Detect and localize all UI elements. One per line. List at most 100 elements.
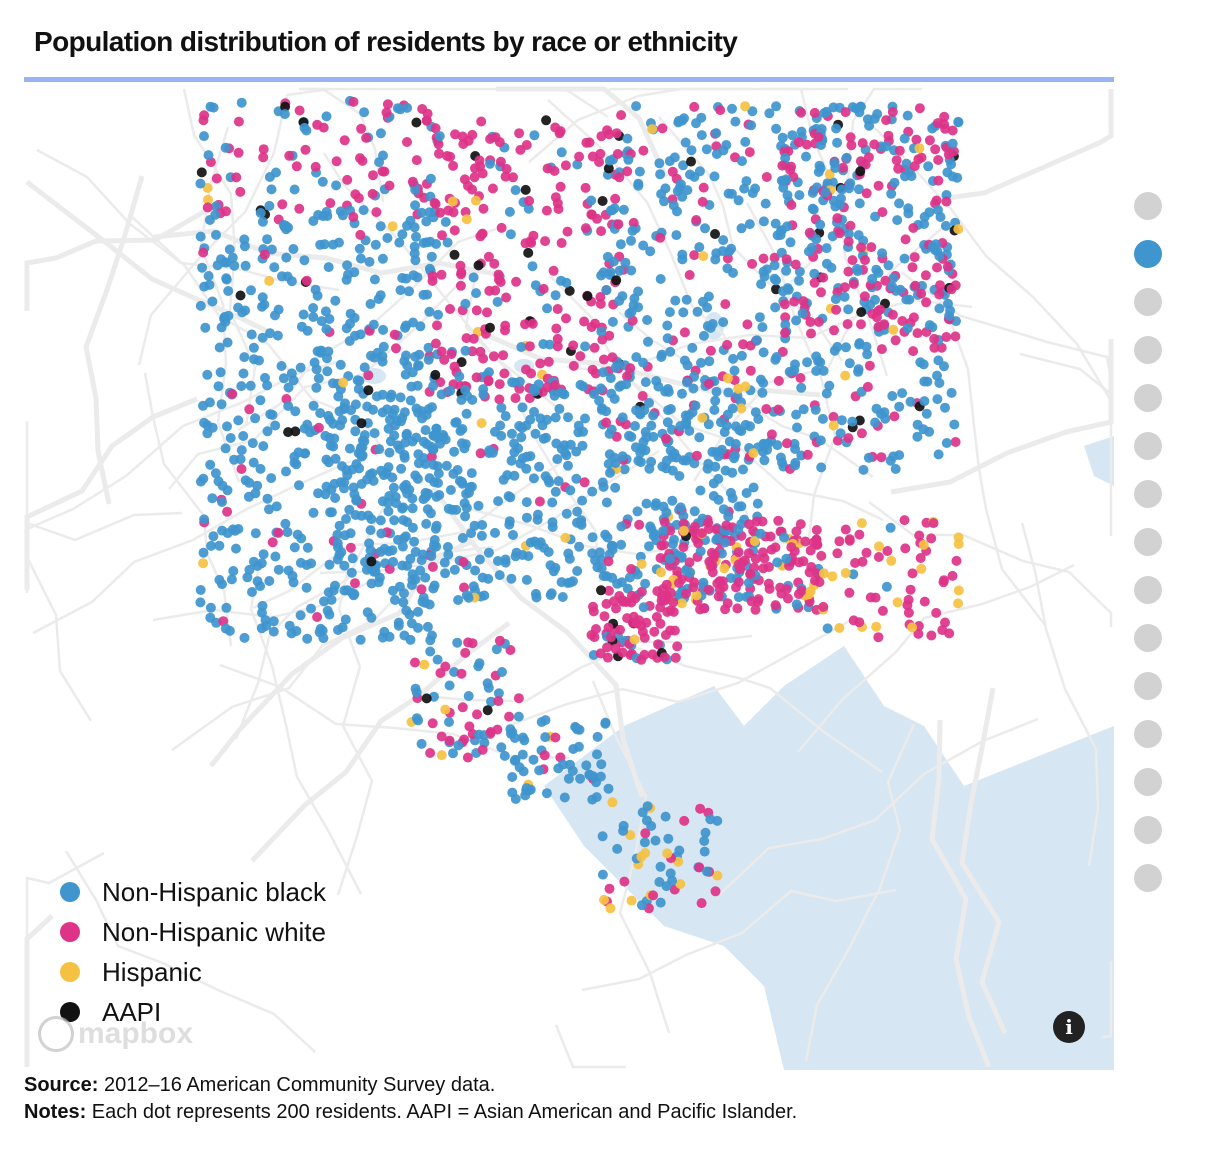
dot-black <box>818 365 829 376</box>
step-dot-6[interactable] <box>1134 432 1162 460</box>
dot-black <box>477 520 488 530</box>
dot-black <box>718 504 729 515</box>
dot-density-map[interactable] <box>24 86 1114 1070</box>
dot-white <box>602 642 613 653</box>
dot-white <box>534 496 545 507</box>
step-dot-12[interactable] <box>1134 720 1162 748</box>
dot-white <box>526 368 537 379</box>
dot-hispanic <box>338 377 349 388</box>
dot-white <box>568 340 579 351</box>
dot-black <box>772 440 783 451</box>
dot-hispanic <box>447 196 458 207</box>
step-dot-10[interactable] <box>1134 624 1162 652</box>
dot-black <box>262 493 273 504</box>
dot-black <box>729 365 740 376</box>
dot-white <box>611 128 622 139</box>
dot-white <box>672 566 683 577</box>
step-dot-4[interactable] <box>1134 336 1162 364</box>
dot-black <box>894 198 905 209</box>
dot-aapi <box>430 369 441 380</box>
dot-white <box>876 344 887 355</box>
step-dot-1[interactable] <box>1134 192 1162 220</box>
dot-black <box>634 408 645 419</box>
dot-black <box>289 184 300 195</box>
road <box>797 563 1075 753</box>
dot-white <box>848 279 859 289</box>
road <box>528 87 848 163</box>
dot-black <box>252 480 263 491</box>
dot-black <box>290 406 301 417</box>
dot-white <box>463 637 474 648</box>
dot-black <box>642 801 653 812</box>
dot-black <box>506 573 517 584</box>
step-dot-5[interactable] <box>1134 384 1162 412</box>
dot-white <box>747 258 758 269</box>
dot-black <box>563 773 574 784</box>
dot-black <box>334 550 345 560</box>
dot-black <box>344 443 355 454</box>
step-dot-7[interactable] <box>1134 480 1162 508</box>
road <box>299 87 385 203</box>
step-dot-14[interactable] <box>1134 816 1162 844</box>
dot-white <box>813 316 824 327</box>
dot-hispanic <box>953 539 964 549</box>
dot-black <box>727 403 738 414</box>
dot-white <box>630 593 641 604</box>
dot-black <box>615 239 626 250</box>
step-dot-3[interactable] <box>1134 288 1162 316</box>
dot-black <box>787 130 798 141</box>
dot-black <box>598 367 609 378</box>
step-dot-2[interactable] <box>1134 240 1162 268</box>
dot-black <box>369 274 380 285</box>
dot-black <box>374 444 385 455</box>
step-dot-13[interactable] <box>1134 768 1162 796</box>
dot-black <box>534 461 545 472</box>
dot-black <box>639 837 650 848</box>
dot-black <box>662 417 673 428</box>
dot-black <box>288 244 299 254</box>
dot-white <box>476 116 487 127</box>
step-dot-11[interactable] <box>1134 672 1162 700</box>
dot-black <box>461 590 472 601</box>
dot-white <box>325 198 336 209</box>
dot-black <box>648 431 659 442</box>
dot-white <box>809 277 820 288</box>
step-dot-9[interactable] <box>1134 576 1162 604</box>
dot-black <box>267 409 278 420</box>
dot-black <box>266 473 277 484</box>
dot-white <box>258 152 269 163</box>
dot-black <box>664 553 675 564</box>
step-dot-8[interactable] <box>1134 528 1162 556</box>
dot-black <box>203 150 214 161</box>
dot-white <box>435 207 446 218</box>
dot-white <box>935 280 945 291</box>
dot-white <box>227 388 238 399</box>
dot-black <box>349 489 360 500</box>
dot-black <box>674 471 685 481</box>
dot-black <box>510 551 521 562</box>
dot-black <box>407 522 418 533</box>
dot-black <box>224 244 235 255</box>
step-dot-15[interactable] <box>1134 864 1162 892</box>
dot-white <box>436 731 447 742</box>
dot-white <box>458 139 469 149</box>
dot-hispanic <box>605 903 616 914</box>
dot-white <box>580 182 591 193</box>
dot-black <box>656 189 667 199</box>
dot-black <box>574 541 585 552</box>
dot-white <box>924 135 935 146</box>
dot-black <box>595 383 606 394</box>
dot-white <box>222 506 233 517</box>
dot-black <box>678 511 689 521</box>
dot-black <box>402 102 413 113</box>
map-canvas[interactable] <box>24 86 1114 1070</box>
dot-white <box>847 255 858 266</box>
dot-black <box>587 532 598 543</box>
source-text: 2012–16 American Community Survey data. <box>98 1074 496 1096</box>
mapbox-logo[interactable]: mapbox <box>38 1016 193 1052</box>
dot-white <box>864 360 875 371</box>
dot-black <box>449 564 460 575</box>
dot-white <box>339 135 350 146</box>
info-icon[interactable]: i <box>1053 1011 1085 1043</box>
dot-black <box>358 205 369 216</box>
